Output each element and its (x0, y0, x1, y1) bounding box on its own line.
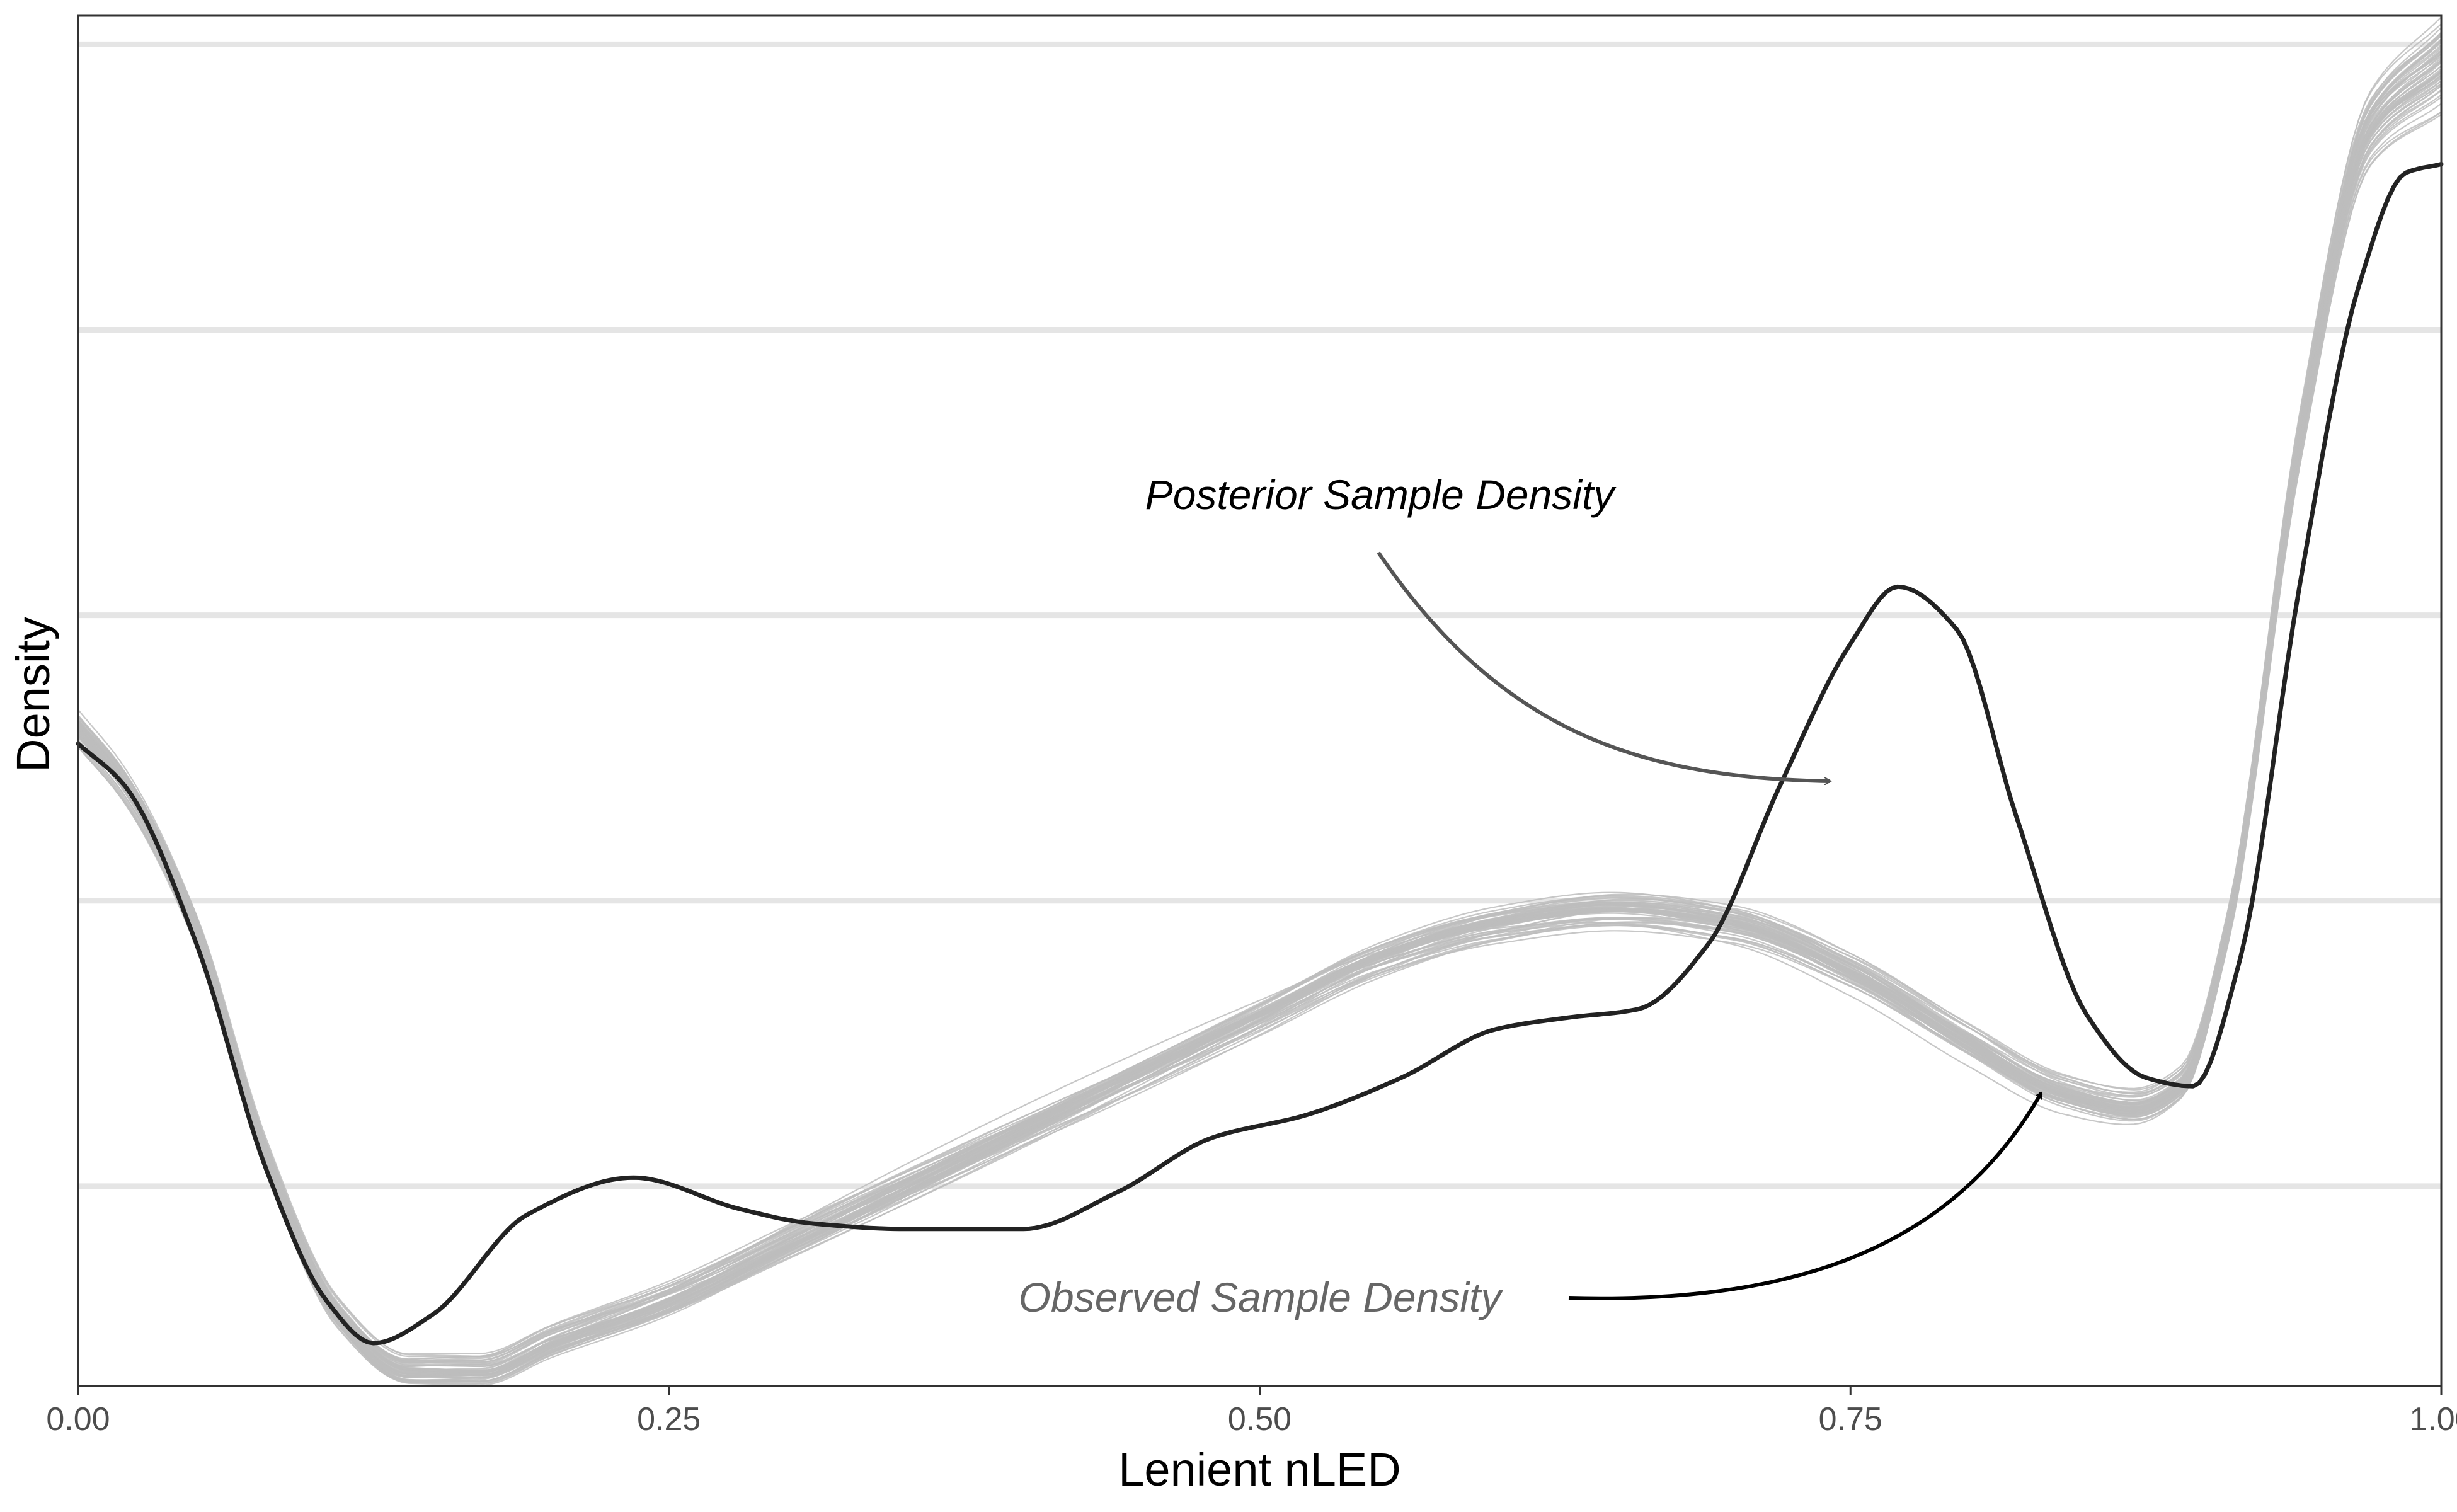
posterior-annotation-label: Posterior Sample Density (1145, 471, 1617, 518)
posterior-draw-line (77, 62, 2442, 1386)
x-tick-label: 0.25 (637, 1401, 701, 1438)
posterior-draw-line (77, 96, 2442, 1377)
x-tick-label: 0.00 (46, 1401, 110, 1438)
posterior-annotation-arrow (1377, 551, 1830, 781)
observed-annotation-arrow (1568, 1093, 2043, 1300)
y-axis-title: Density (7, 617, 59, 772)
posterior-draws (77, 16, 2442, 1386)
posterior-draw-line (77, 54, 2442, 1385)
observed-annotation-label: Observed Sample Density (1019, 1274, 1504, 1320)
x-axis-title: Lenient nLED (1118, 1443, 1400, 1496)
posterior-draw-line (77, 83, 2442, 1373)
posterior-draw-line (77, 53, 2442, 1358)
x-axis-ticks (77, 1386, 2443, 1395)
posterior-draw-line (77, 35, 2442, 1366)
x-tick-label: 0.50 (1228, 1401, 1292, 1438)
x-tick-label: 1.00 (2409, 1401, 2457, 1438)
observed-density-line (76, 162, 2444, 1346)
y-gridlines (78, 41, 2441, 1189)
posterior-draw-line (77, 33, 2442, 1383)
x-tick-label: 0.75 (1819, 1401, 1882, 1438)
x-axis-tick-labels: 0.00 0.25 0.50 0.75 1.00 (46, 1401, 2457, 1438)
posterior-draw-line (77, 34, 2442, 1355)
